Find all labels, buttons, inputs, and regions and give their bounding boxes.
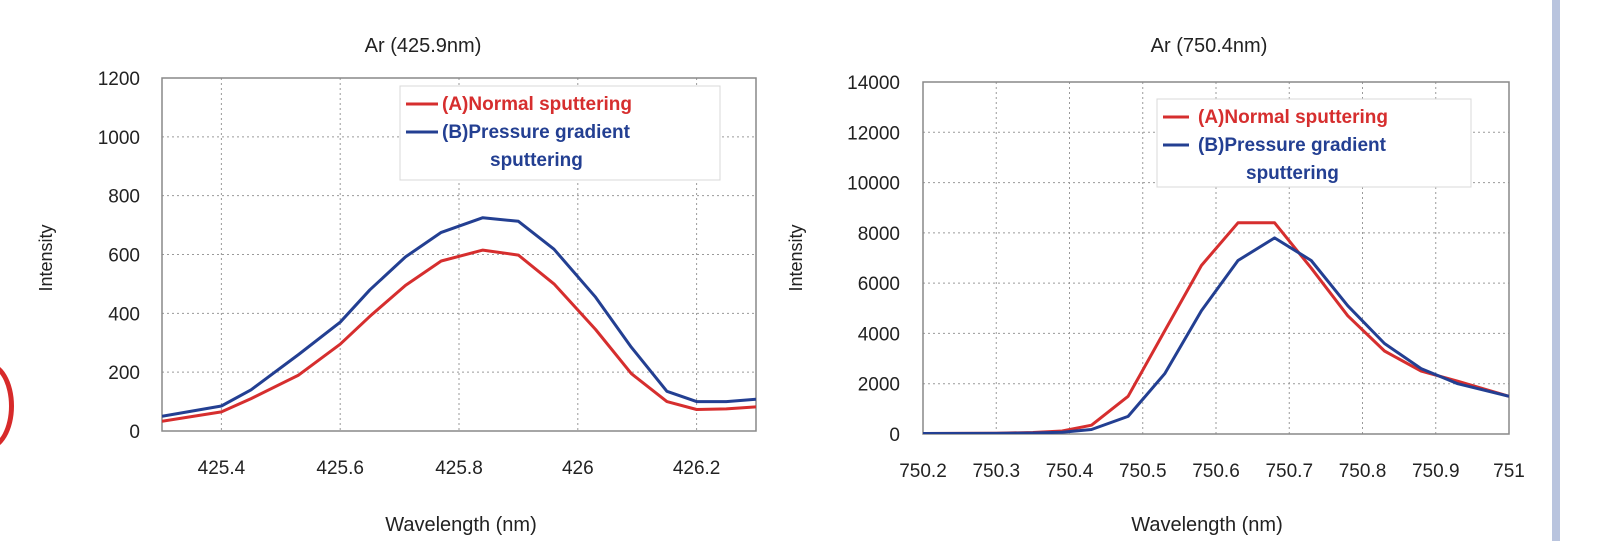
legend-label: (B)Pressure gradient <box>442 122 631 143</box>
chart-ar-750-4nm: Ar (750.4nm) Intensity Wavelength (nm) 7… <box>786 35 1525 536</box>
y-axis-label: Intensity <box>786 224 806 291</box>
legend-box <box>1156 98 1472 188</box>
y-tick-label: 14000 <box>847 73 900 94</box>
x-tick-label: 425.6 <box>316 458 364 479</box>
series-line-normal-sputtering <box>162 248 756 423</box>
x-tick-label: 750.8 <box>1339 461 1387 482</box>
legend: (A)Normal sputtering (B)Pressure gradient… <box>399 85 721 181</box>
x-tick-label: 750.3 <box>972 461 1020 482</box>
series-line-pressure-gradient-sputtering <box>923 236 1509 434</box>
x-axis-label: Wavelength (nm) <box>385 514 537 536</box>
x-tick-label: 750.2 <box>899 461 947 482</box>
chart-title: Ar (750.4nm) <box>1151 35 1268 57</box>
y-tick-label: 2000 <box>858 375 900 396</box>
x-tick-label: 426.2 <box>673 458 721 479</box>
y-tick-label: 800 <box>108 187 140 208</box>
x-tick-label: 750.6 <box>1192 461 1240 482</box>
y-tick-label: 200 <box>108 363 140 384</box>
y-tick-label: 6000 <box>858 274 900 295</box>
y-tick-label: 8000 <box>858 224 900 245</box>
right-edge-bar <box>1552 0 1560 541</box>
y-tick-label: 1200 <box>98 69 140 90</box>
legend: (A)Normal sputtering (B)Pressure gradient… <box>1156 98 1472 188</box>
plot-frame <box>922 81 1510 435</box>
chart-title: Ar (425.9nm) <box>365 35 482 57</box>
legend-label: sputtering <box>1246 163 1339 184</box>
y-tick-label: 4000 <box>858 324 900 345</box>
x-axis-label: Wavelength (nm) <box>1131 514 1283 536</box>
y-tick-label: 600 <box>108 246 140 267</box>
y-tick-label: 400 <box>108 304 140 325</box>
x-tick-label: 751 <box>1493 461 1525 482</box>
y-tick-label: 0 <box>889 425 900 446</box>
x-tick-label: 750.9 <box>1412 461 1460 482</box>
legend-label: sputtering <box>490 150 583 171</box>
x-tick-label: 750.7 <box>1265 461 1313 482</box>
legend-label: (A)Normal sputtering <box>442 94 632 115</box>
y-tick-label: 10000 <box>847 174 900 195</box>
x-tick-label: 425.8 <box>435 458 483 479</box>
y-tick-label: 0 <box>129 422 140 443</box>
x-tick-label: 750.4 <box>1046 461 1094 482</box>
series-line-pressure-gradient-sputtering <box>162 216 756 418</box>
y-tick-label: 12000 <box>847 123 900 144</box>
plot-frame <box>161 77 757 432</box>
legend-label: (B)Pressure gradient <box>1198 135 1387 156</box>
x-tick-label: 425.4 <box>198 458 246 479</box>
y-axis-label: Intensity <box>36 224 56 291</box>
x-tick-label: 426 <box>562 458 594 479</box>
chart-ar-425-9nm: Ar (425.9nm) Intensity Wavelength (nm) 4… <box>36 35 757 536</box>
legend-label: (A)Normal sputtering <box>1198 107 1388 128</box>
y-tick-label: 1000 <box>98 128 140 149</box>
x-tick-label: 750.5 <box>1119 461 1167 482</box>
legend-box <box>399 85 721 181</box>
